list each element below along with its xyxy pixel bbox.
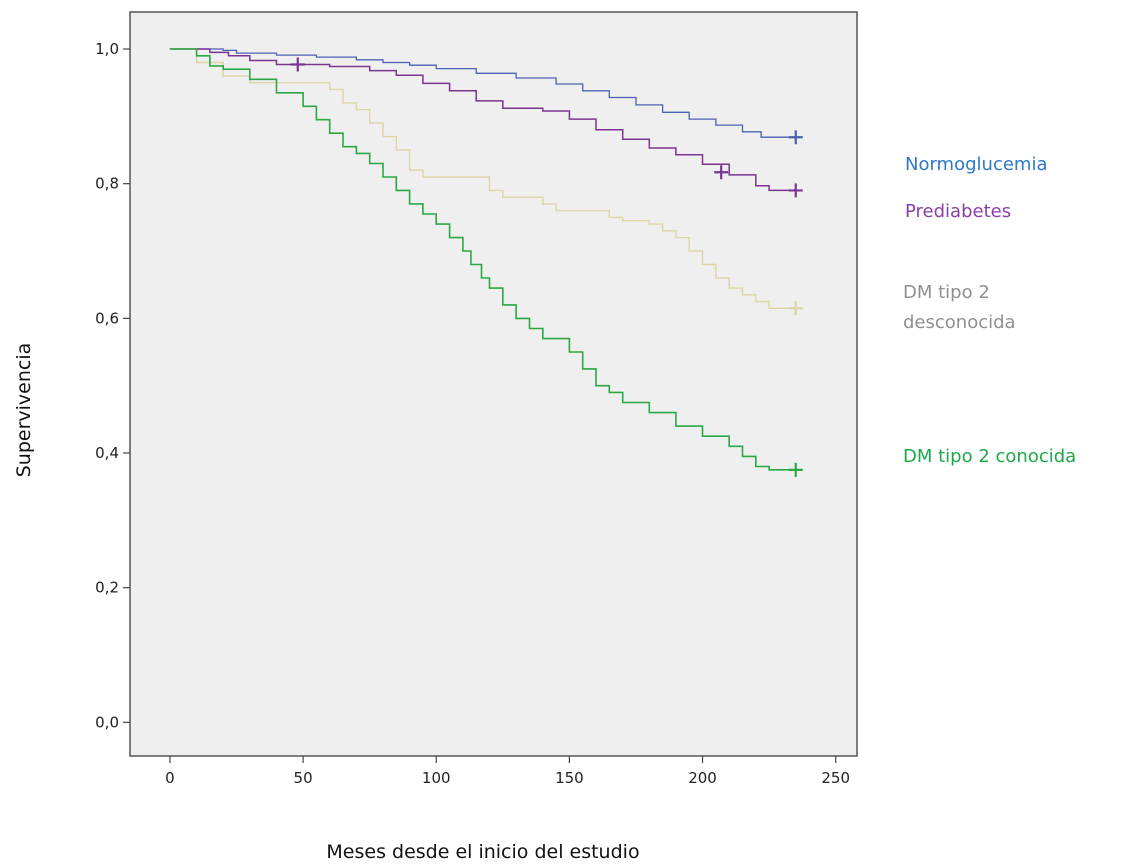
x-axis-title: Meses desde el inicio del estudio — [326, 841, 639, 863]
censor-marker-prediabetes — [290, 57, 305, 72]
censor-markers — [290, 57, 803, 477]
censor-marker-prediabetes — [714, 165, 729, 180]
x-tick-label: 150 — [555, 769, 584, 787]
y-tick-label: 0,0 — [95, 713, 119, 731]
series-line-normoglucemia — [169, 48, 796, 138]
y-tick-label: 0,2 — [95, 579, 119, 597]
legend-label-line: desconocida — [903, 312, 1016, 333]
x-tick-label: 200 — [688, 769, 717, 787]
y-axis-title: Supervivencia — [13, 343, 35, 478]
censor-marker-normoglucemia — [788, 130, 803, 145]
series-line-dm-tipo-2-conocida — [169, 48, 796, 471]
x-tick-label: 0 — [165, 769, 175, 787]
y-tick-label: 0,4 — [95, 444, 119, 462]
x-tick-label: 100 — [422, 769, 451, 787]
legend: Normoglucemia Prediabetes DM tipo 2 desco… — [903, 154, 1076, 467]
axes — [123, 48, 837, 763]
y-tick-label: 1,0 — [95, 40, 119, 58]
series-layer — [169, 48, 796, 471]
censor-marker-dm-tipo-2-desconocida — [788, 301, 803, 316]
series-line-prediabetes — [169, 48, 796, 192]
x-tick-label: 50 — [294, 769, 313, 787]
censor-marker-dm-tipo-2-conocida — [788, 462, 803, 477]
y-tick-label: 0,6 — [95, 309, 119, 327]
legend-label-normoglucemia: Normoglucemia — [905, 154, 1047, 175]
series-line-dm-tipo-2-desconocida — [169, 48, 796, 309]
legend-label-line: DM tipo 2 — [903, 282, 990, 303]
legend-label-prediabetes: Prediabetes — [905, 201, 1011, 222]
legend-label-dm2-desconocida: DM tipo 2 desconocida — [903, 282, 1016, 333]
legend-label-dm2-conocida: DM tipo 2 conocida — [903, 446, 1076, 467]
plot-area — [129, 11, 858, 757]
tick-labels: 0 50 100 150 200 250 0,0 0,2 0,4 0,6 0,8 1,0 — [95, 40, 850, 787]
x-tick-label: 250 — [821, 769, 850, 787]
y-tick-label: 0,8 — [95, 175, 119, 193]
censor-marker-prediabetes — [788, 183, 803, 198]
